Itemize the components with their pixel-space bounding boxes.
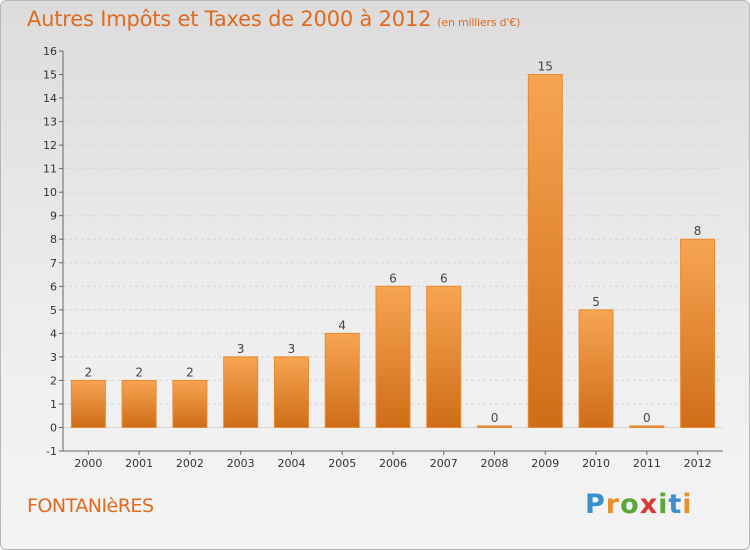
logo-letter: P (585, 489, 606, 520)
bar (477, 425, 513, 428)
data-label: 4 (338, 318, 346, 332)
bar (527, 74, 563, 428)
bar (578, 309, 614, 428)
bar (70, 379, 106, 428)
y-tick-label: 7 (50, 257, 57, 270)
bar (375, 285, 411, 428)
x-tick-label: 2004 (277, 457, 305, 470)
y-tick-label: 6 (50, 280, 57, 293)
bar (121, 379, 157, 428)
y-tick-label: -1 (46, 445, 57, 458)
bar (324, 332, 360, 428)
bar (680, 238, 716, 428)
y-tick-label: 4 (50, 327, 57, 340)
y-tick-label: 5 (50, 304, 57, 317)
x-tick-label: 2007 (430, 457, 458, 470)
x-tick-label: 2003 (227, 457, 255, 470)
y-tick-label: 3 (50, 351, 57, 364)
data-label: 15 (538, 60, 553, 74)
data-label: 2 (135, 365, 143, 379)
y-tick-label: 2 (50, 374, 57, 387)
y-tick-label: 12 (43, 139, 57, 152)
y-tick-label: 8 (50, 233, 57, 246)
data-label: 0 (643, 411, 651, 425)
data-label: 3 (288, 342, 296, 356)
location-name: FONTANIèRES (27, 495, 154, 517)
logo-letter: i (682, 489, 693, 520)
x-tick-label: 2000 (74, 457, 102, 470)
data-label: 3 (237, 342, 245, 356)
data-label: 8 (694, 224, 702, 238)
chart-title-text: Autres Impôts et Taxes de 2000 à 2012 (27, 7, 432, 31)
data-label: 6 (389, 271, 397, 285)
y-tick-label: 13 (43, 116, 57, 129)
bar (172, 379, 208, 428)
x-tick-label: 2005 (328, 457, 356, 470)
y-tick-label: 15 (43, 69, 57, 82)
chart-title: Autres Impôts et Taxes de 2000 à 2012 (en… (27, 7, 520, 31)
logo-letter: i (658, 489, 669, 520)
axes (59, 50, 723, 455)
x-tick-label: 2012 (684, 457, 712, 470)
y-tick-label: 14 (43, 92, 57, 105)
data-label: 2 (186, 365, 194, 379)
y-tick-label: 0 (50, 421, 57, 434)
x-tick-label: 2006 (379, 457, 407, 470)
y-tick-label: 10 (43, 186, 57, 199)
chart-subtitle: (en milliers d'€) (437, 16, 521, 29)
x-tick-label: 2009 (531, 457, 559, 470)
data-label: 6 (440, 271, 448, 285)
x-tick-label: 2002 (176, 457, 204, 470)
y-tick-label: 16 (43, 45, 57, 58)
y-tick-label: 9 (50, 210, 57, 223)
logo-letter: r (605, 489, 621, 520)
x-tick-label: 2011 (633, 457, 661, 470)
logo-letter: x (639, 489, 659, 520)
data-label: 0 (491, 411, 499, 425)
bar (273, 356, 309, 428)
bar (426, 285, 462, 428)
labels: -101234567891011121314151620002200122002… (43, 45, 712, 470)
logo-letter: o (620, 489, 640, 520)
x-tick-label: 2008 (481, 457, 509, 470)
x-tick-label: 2010 (582, 457, 610, 470)
bar (223, 356, 259, 428)
proxiti-logo: Proxiti (585, 489, 693, 520)
x-tick-label: 2001 (125, 457, 153, 470)
bar (629, 425, 665, 428)
y-tick-label: 1 (50, 398, 57, 411)
y-tick-label: 11 (43, 163, 57, 176)
logo-letter: t (668, 489, 683, 520)
bars (70, 74, 716, 428)
data-label: 2 (85, 365, 93, 379)
data-label: 5 (592, 295, 600, 309)
